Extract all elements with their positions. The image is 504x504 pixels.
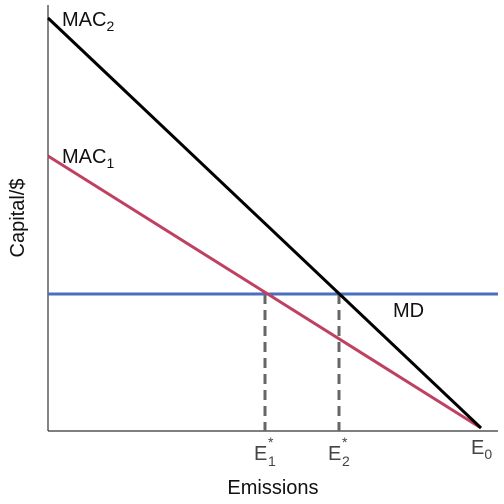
mac2-label: MAC2 bbox=[62, 9, 114, 34]
e0-label: E0 bbox=[471, 437, 492, 462]
e2-label: E* 2 bbox=[328, 434, 350, 469]
tick-text: E bbox=[471, 437, 484, 459]
mac1-label: MAC1 bbox=[62, 146, 114, 171]
y-axis-title: Capital/$ bbox=[7, 179, 29, 258]
md-label: MD bbox=[393, 300, 424, 322]
mac1-line bbox=[47, 154, 482, 430]
tick-subscript: 2 bbox=[342, 453, 350, 469]
e1-label: E* 1 bbox=[254, 434, 276, 469]
tick-text: E bbox=[254, 443, 267, 465]
tick-subscript: 0 bbox=[484, 446, 492, 462]
tick-subscript: 1 bbox=[268, 453, 276, 469]
x-axis-title: Emissions bbox=[227, 477, 318, 499]
label-text: MAC bbox=[62, 9, 106, 31]
tick-superscript: * bbox=[268, 434, 274, 450]
label-subscript: 1 bbox=[106, 155, 114, 171]
label-subscript: 2 bbox=[106, 18, 114, 34]
tick-superscript: * bbox=[342, 434, 348, 450]
label-text: MAC bbox=[62, 146, 106, 168]
mac2-line bbox=[46, 16, 483, 430]
tick-text: E bbox=[328, 443, 341, 465]
